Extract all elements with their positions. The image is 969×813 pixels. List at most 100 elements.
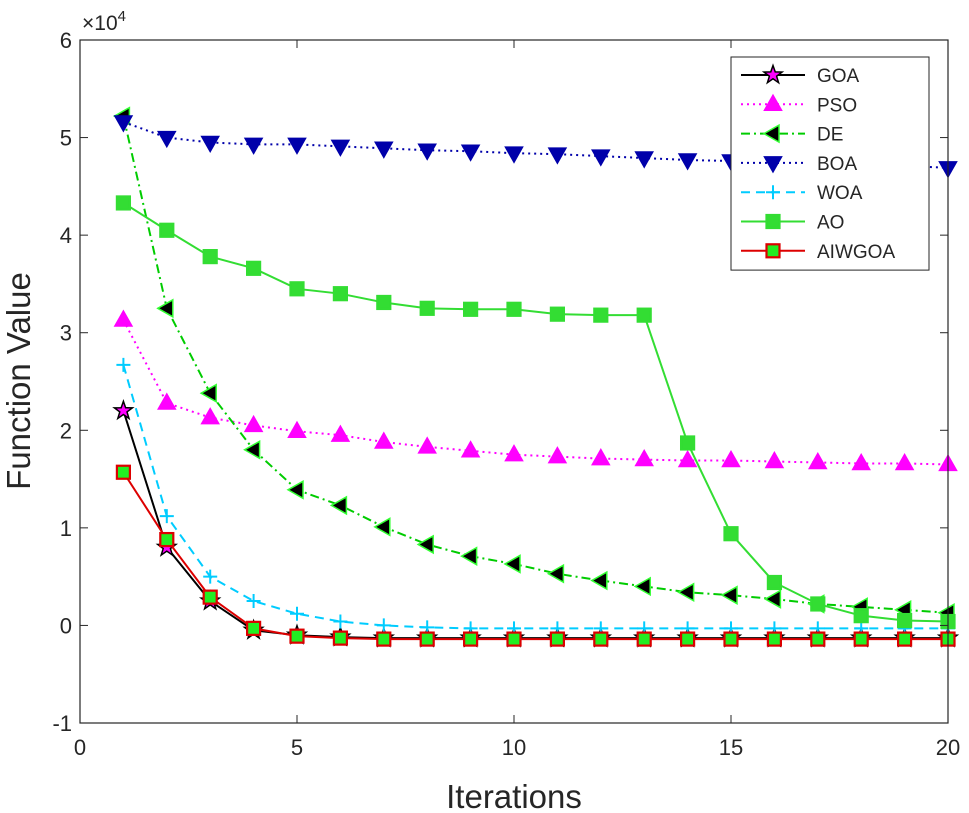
data-point-de (460, 546, 478, 566)
data-point-boa (417, 143, 437, 161)
data-point-aiwgoa (765, 243, 781, 259)
y-tick-label: 0 (60, 613, 72, 638)
y-tick-label: -1 (52, 711, 72, 736)
data-point-pso (591, 448, 611, 466)
data-point-pso (894, 452, 915, 471)
data-point-ao (766, 574, 783, 591)
data-point-pso (721, 450, 741, 468)
data-point-boa (374, 141, 394, 159)
legend-item-goa: GOA (741, 63, 860, 87)
data-point-de (590, 570, 608, 591)
data-point-pso (417, 436, 437, 454)
data-point-aiwgoa (549, 631, 566, 647)
data-point-aiwgoa (463, 631, 479, 647)
legend-label: GOA (817, 66, 860, 87)
y-tick-label: 2 (60, 418, 72, 443)
data-point-woa (116, 357, 131, 372)
data-point-pso (763, 93, 783, 112)
legend: GOA PSO DE BOA WOA AO AIWGOA (730, 56, 930, 271)
data-point-ao (593, 307, 609, 323)
series-aiwgoa (115, 464, 956, 647)
data-point-de (329, 495, 348, 516)
data-point-boa (287, 137, 307, 155)
data-point-de (243, 440, 261, 460)
data-point-woa (333, 614, 348, 629)
legend-label: DE (817, 125, 843, 146)
y-tick-label: 4 (60, 223, 72, 248)
data-point-aiwgoa (723, 631, 739, 647)
data-point-pso (243, 414, 264, 433)
data-point-ao (376, 294, 392, 311)
data-point-de (503, 554, 521, 574)
data-point-aiwgoa (332, 630, 348, 646)
legend-item-woa: WOA (741, 183, 863, 204)
data-point-aiwgoa (636, 631, 652, 647)
data-point-pso (374, 431, 394, 449)
data-point-de (762, 123, 780, 144)
data-point-woa (766, 185, 780, 200)
series-woa (116, 357, 955, 636)
data-point-pso (460, 440, 481, 458)
data-point-woa (246, 594, 261, 609)
data-point-goa (761, 63, 785, 85)
data-point-ao (463, 301, 479, 317)
data-point-woa (290, 606, 304, 621)
data-point-boa (504, 146, 524, 164)
data-point-boa (763, 156, 783, 174)
data-point-aiwgoa (506, 631, 522, 647)
legend-label: BOA (817, 154, 857, 175)
data-point-woa (376, 618, 391, 633)
x-axis-label: Iterations (446, 778, 582, 813)
data-point-aiwgoa (679, 631, 696, 647)
y-tick-label: 3 (60, 321, 72, 346)
data-point-ao (636, 307, 652, 323)
data-point-pso (851, 452, 871, 471)
legend-item-ao: AO (741, 213, 844, 234)
legend-label: AIWGOA (817, 242, 895, 263)
data-point-boa (591, 149, 611, 167)
data-point-de (286, 480, 304, 500)
data-point-woa (203, 569, 218, 584)
data-point-pso (547, 446, 568, 464)
data-point-pso (287, 420, 307, 439)
legend-item-boa: BOA (741, 154, 857, 175)
data-point-aiwgoa (593, 631, 609, 647)
data-point-ao (549, 306, 566, 322)
data-point-pso (200, 407, 220, 425)
data-point-ao (419, 300, 435, 316)
data-point-de (373, 517, 391, 537)
x-tick-label: 20 (936, 735, 960, 760)
data-point-boa (634, 151, 654, 169)
data-point-aiwgoa (376, 631, 392, 647)
data-point-boa (243, 137, 264, 155)
data-point-pso (330, 424, 351, 442)
series-line-woa (122, 364, 948, 630)
data-point-aiwgoa (896, 631, 913, 647)
y-tick-label: 5 (60, 126, 72, 151)
data-point-aiwgoa (810, 631, 826, 647)
data-point-aiwgoa (766, 631, 783, 647)
legend-item-pso: PSO (741, 93, 857, 116)
data-point-ao (765, 213, 781, 230)
data-point-ao (289, 281, 305, 297)
data-point-boa (113, 115, 134, 133)
data-point-boa (547, 147, 568, 165)
legend-label: PSO (817, 95, 857, 116)
y-tick-label: 6 (60, 28, 72, 53)
data-point-aiwgoa (853, 631, 869, 647)
data-point-pso (504, 444, 524, 462)
data-point-de (199, 383, 217, 403)
data-point-boa (677, 153, 698, 171)
data-point-aiwgoa (115, 464, 132, 480)
data-point-pso (764, 450, 785, 469)
legend-box (730, 56, 930, 271)
data-point-ao (896, 612, 913, 629)
data-point-de (546, 563, 565, 584)
data-point-ao (332, 286, 348, 302)
data-point-ao (853, 608, 869, 624)
data-point-aiwgoa (419, 631, 435, 647)
data-point-de (416, 534, 434, 555)
data-point-pso (157, 392, 177, 410)
